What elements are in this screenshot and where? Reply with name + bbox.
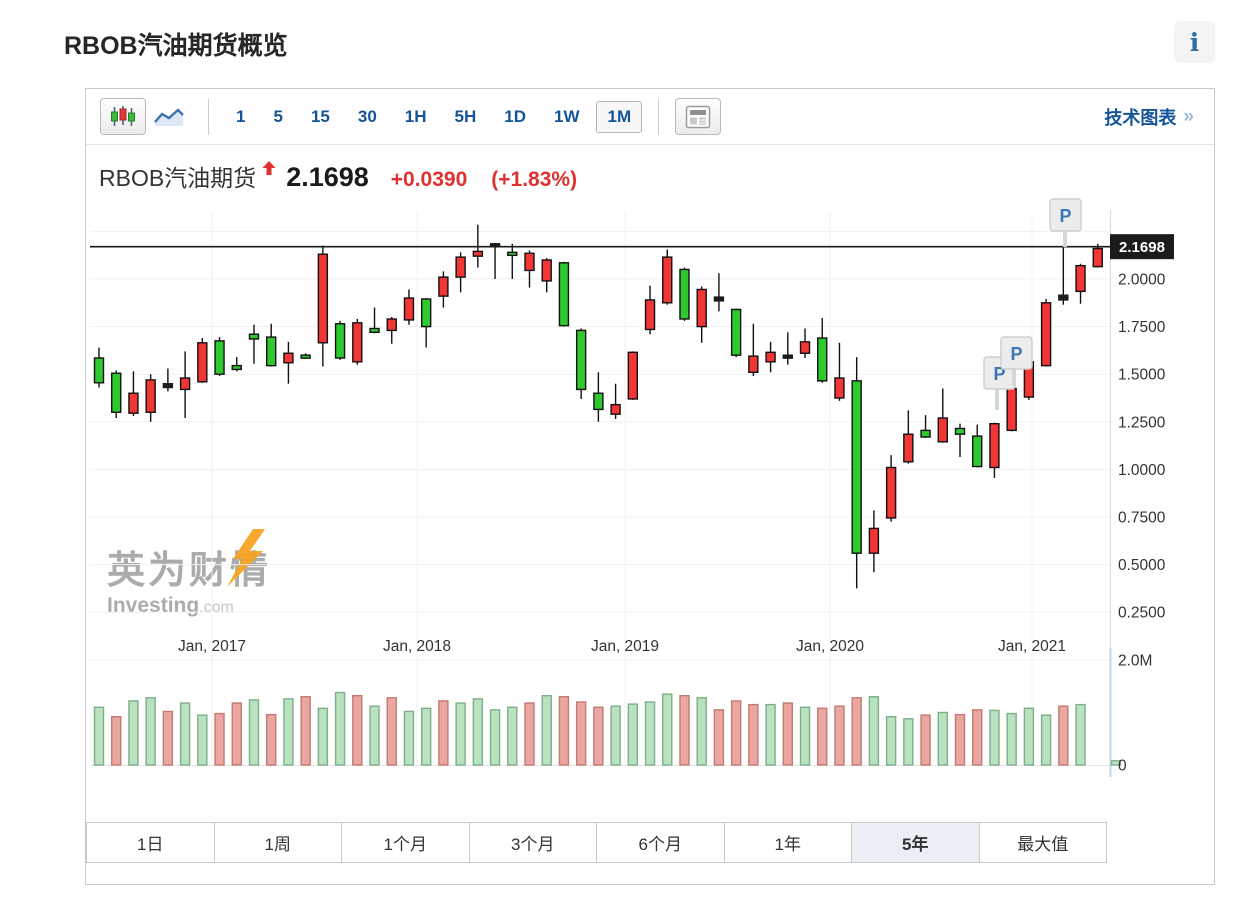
info-icon: i [1189,27,1200,57]
toolbar-divider [658,98,660,135]
range-button-1个月[interactable]: 1个月 [342,823,470,862]
timeframe-button-15[interactable]: 15 [300,101,341,133]
range-selector: 1日 1周 1个月 3个月 6个月 1年 5年 最大值 [86,822,1107,863]
instrument-name: RBOB汽油期货 [99,165,257,191]
toolbar-divider [208,98,209,135]
price-change: +0.0390 [390,168,468,191]
watermark-cn-text: 英为财情 [107,550,272,592]
range-button-6个月[interactable]: 6个月 [597,823,725,862]
candlestick-chart-type-button[interactable] [100,98,146,135]
range-button-3个月[interactable]: 3个月 [469,823,597,862]
up-arrow-icon [262,161,276,181]
news-view-button[interactable] [675,98,722,135]
price-change-percent: (+1.83%) [491,168,578,191]
timeframe-button-5[interactable]: 5 [262,101,293,133]
last-price: 2.1698 [286,162,369,192]
timeframe-button-1H[interactable]: 1H [394,101,438,133]
quote-header: RBOB汽油期货 2.1698 +0.0390 (+1.83%) [99,159,601,193]
chevron-right-icon: » [1183,105,1194,127]
chart-card: 1 5 15 30 1H 5H 1D 1W 1M 技术图表 » RBOB汽油期货 [85,88,1215,885]
info-button[interactable]: i [1174,21,1215,63]
page-title: RBOB汽油期货概览 [64,32,288,60]
watermark-domain: .com [199,599,234,616]
range-button-1日[interactable]: 1日 [87,823,215,862]
technical-chart-link[interactable]: 技术图表 » [1104,104,1194,130]
candlestick-icon [110,106,135,126]
timeframe-button-1[interactable]: 1 [225,101,256,133]
newspaper-icon [685,105,711,128]
timeframe-button-30[interactable]: 30 [347,101,388,133]
line-chart-icon [154,107,184,126]
range-button-1周[interactable]: 1周 [214,823,342,862]
technical-chart-label: 技术图表 [1104,107,1177,128]
range-button-最大值[interactable]: 最大值 [979,823,1106,862]
watermark-brand: Investing [107,594,200,617]
range-button-5年[interactable]: 5年 [852,823,980,862]
timeframe-group: 1 5 15 30 1H 5H 1D 1W 1M [225,100,643,133]
chart-toolbar: 1 5 15 30 1H 5H 1D 1W 1M 技术图表 » [86,89,1214,145]
watermark-en-text: Investing.com [107,594,271,618]
timeframe-button-5H[interactable]: 5H [444,101,488,133]
watermark: 英为财情 Investing.com [107,529,272,618]
range-button-1年[interactable]: 1年 [724,823,852,862]
watermark-bolt-icon [227,529,265,587]
line-chart-type-button[interactable] [146,98,192,135]
timeframe-button-1W[interactable]: 1W [543,101,591,133]
timeframe-button-1M[interactable]: 1M [596,100,643,133]
timeframe-button-1D[interactable]: 1D [493,101,537,133]
